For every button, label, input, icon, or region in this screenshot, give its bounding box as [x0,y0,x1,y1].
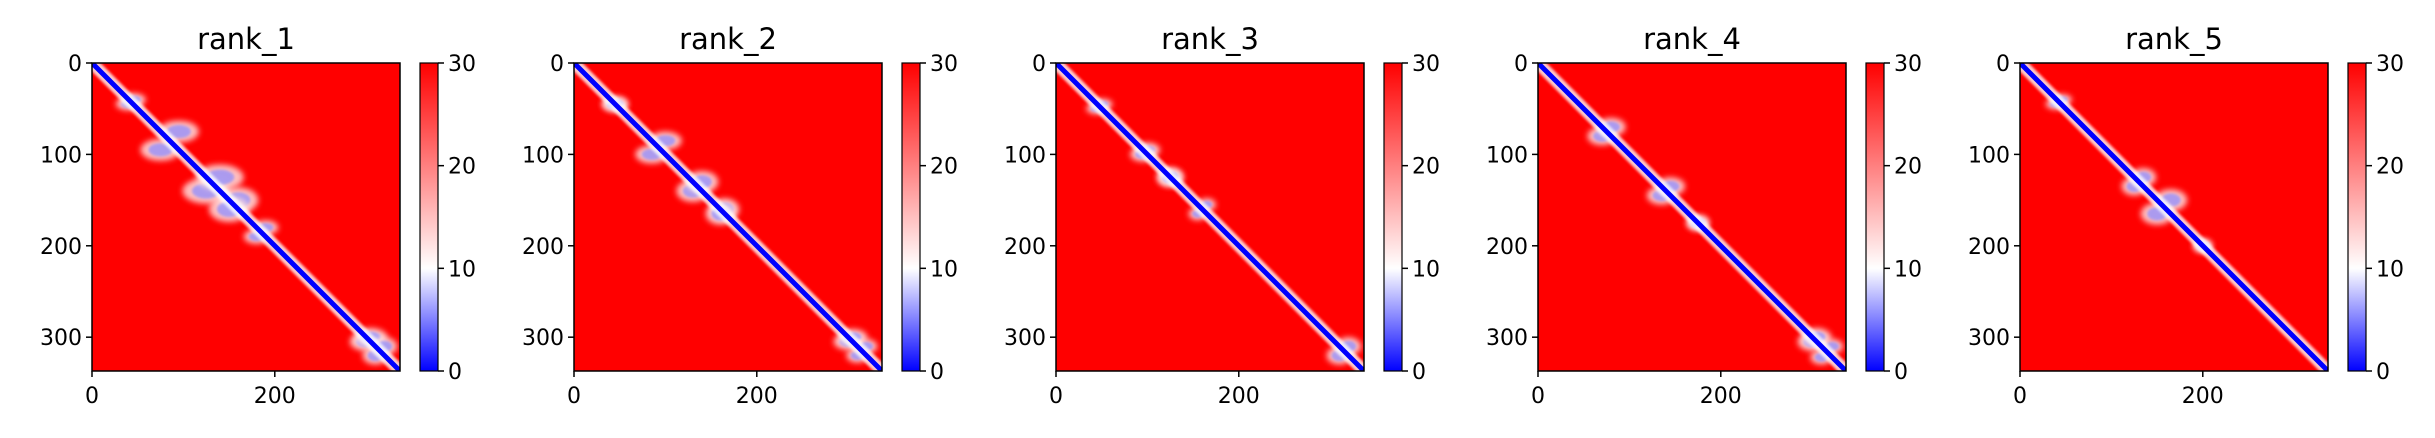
colorbar: 0 10 20 30 [1865,52,1922,385]
colorbar-tick-label: 20 [1894,155,1922,180]
colorbar-tick-label: 0 [448,360,462,385]
colorbar-tick-label: 30 [930,52,958,77]
heatmap-panel-3: rank_3 0 100 200 300 0 200 0 10 20 30 [1004,22,1440,409]
colorbar-gradient [2347,62,2367,372]
colorbar-tick-label: 30 [448,52,476,77]
colorbar-tick-label: 10 [1894,257,1922,282]
colorbar-tick-label: 0 [1894,360,1908,385]
x-tick-label: 0 [2013,384,2027,409]
y-tick-label: 100 [1968,143,2010,168]
diagonal-band [574,63,882,371]
panel-title: rank_1 [197,22,295,56]
heatmap-panel-5: rank_5 0 100 200 300 0 200 0 10 20 30 [1968,22,2404,409]
heatmap-image [2020,63,2328,371]
panel-title: rank_3 [1161,22,1259,56]
colorbar: 0 10 20 30 [2347,52,2404,385]
y-tick-label: 100 [1004,143,1046,168]
y-tick-label: 0 [1514,52,1528,77]
y-tick-label: 200 [1486,235,1528,260]
y-tick-label: 300 [40,326,82,351]
axes-frame [1537,62,1847,372]
diagonal-band [1538,63,1846,371]
y-tick-label: 200 [522,235,564,260]
y-tick-label: 200 [1004,235,1046,260]
diagonal-band [1056,63,1364,371]
y-tick-label: 200 [1968,235,2010,260]
x-tick-label: 200 [2182,384,2224,409]
heatmap-image [574,63,882,371]
colorbar-tick-label: 10 [448,257,476,282]
panel-title: rank_4 [1643,22,1741,56]
y-tick-label: 200 [40,235,82,260]
x-tick-label: 0 [1049,384,1063,409]
y-tick-label: 0 [550,52,564,77]
heatmap-panel-1: rank_1 0 100 200 300 0 200 0 10 20 30 [40,22,476,409]
heatmap-image [92,63,400,371]
heatmap-image [1056,63,1364,371]
panel-title: rank_2 [679,22,777,56]
colorbar-tick-label: 0 [2376,360,2390,385]
colorbar-tick-label: 0 [1412,360,1426,385]
diagonal-band [92,63,400,371]
heatmap-image [1538,63,1846,371]
colorbar-tick-label: 10 [930,257,958,282]
contact-region [140,120,199,161]
heatmap-panel-4: rank_4 0 100 200 300 0 200 0 10 20 30 [1486,22,1922,409]
colorbar-tick-label: 0 [930,360,944,385]
axes-frame [2019,62,2329,372]
y-tick-label: 300 [1486,326,1528,351]
x-tick-label: 200 [1218,384,1260,409]
colorbar-tick-label: 10 [1412,257,1440,282]
x-tick-label: 200 [254,384,296,409]
y-tick-label: 100 [1486,143,1528,168]
x-tick-label: 0 [1531,384,1545,409]
colorbar-tick-label: 20 [2376,155,2404,180]
colorbar: 0 10 20 30 [1383,52,1440,385]
colorbar-tick-label: 30 [1894,52,1922,77]
x-tick-label: 0 [567,384,581,409]
diagonal-band [2020,63,2328,371]
x-tick-label: 200 [1700,384,1742,409]
colorbar-gradient [1865,62,1885,372]
y-tick-label: 100 [522,143,564,168]
colorbar-tick-label: 20 [930,155,958,180]
y-tick-label: 300 [1004,326,1046,351]
y-tick-label: 300 [1968,326,2010,351]
y-tick-label: 100 [40,143,82,168]
colorbar-tick-label: 30 [1412,52,1440,77]
colorbar-gradient [419,62,439,372]
y-tick-label: 0 [68,52,82,77]
colorbar: 0 10 20 30 [419,52,476,385]
heatmap-panel-2: rank_2 0 100 200 300 0 200 0 10 20 30 [522,22,958,409]
colorbar-tick-label: 30 [2376,52,2404,77]
colorbar: 0 10 20 30 [901,52,958,385]
colorbar-tick-label: 10 [2376,257,2404,282]
axes-frame [573,62,883,372]
axes-frame [91,62,401,372]
colorbar-gradient [1383,62,1403,372]
y-tick-label: 0 [1996,52,2010,77]
colorbar-tick-label: 20 [448,155,476,180]
colorbar-tick-label: 20 [1412,155,1440,180]
x-tick-label: 200 [736,384,778,409]
axes-frame [1055,62,1365,372]
panel-title: rank_5 [2125,22,2223,56]
colorbar-gradient [901,62,921,372]
x-tick-label: 0 [85,384,99,409]
y-tick-label: 0 [1032,52,1046,77]
y-tick-label: 300 [522,326,564,351]
